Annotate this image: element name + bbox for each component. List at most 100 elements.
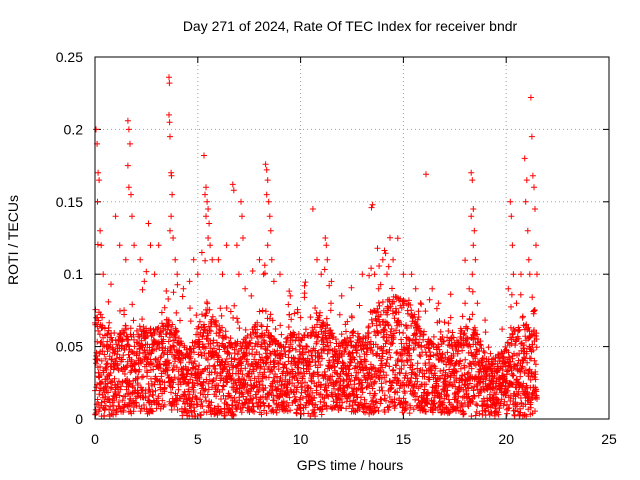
data-point	[470, 387, 477, 394]
data-point	[504, 401, 510, 408]
data-point	[263, 410, 270, 417]
data-point	[450, 334, 457, 341]
data-point	[219, 324, 226, 331]
data-point	[392, 305, 399, 312]
data-point	[278, 331, 285, 338]
data-point	[436, 346, 443, 353]
data-point	[405, 345, 412, 352]
data-point	[373, 322, 380, 329]
data-point	[262, 360, 269, 367]
data-point	[470, 242, 477, 249]
data-point	[198, 412, 204, 419]
data-point	[266, 213, 273, 220]
data-point	[531, 307, 538, 313]
data-point	[264, 347, 271, 354]
data-point	[223, 305, 230, 311]
data-point	[454, 397, 461, 404]
data-point	[388, 339, 395, 346]
data-point	[329, 373, 336, 380]
data-point	[324, 256, 331, 263]
data-point	[359, 389, 366, 396]
data-point	[496, 404, 503, 411]
data-point	[111, 375, 118, 382]
data-point	[413, 336, 420, 343]
data-point	[368, 204, 375, 211]
data-point	[378, 357, 385, 364]
data-point	[532, 376, 539, 383]
data-point	[93, 360, 99, 367]
data-point	[461, 330, 468, 337]
data-point	[206, 306, 213, 313]
data-point	[127, 325, 134, 332]
data-point	[319, 355, 325, 362]
data-point	[386, 363, 393, 370]
data-point	[264, 353, 270, 360]
data-point	[400, 271, 407, 278]
data-point	[384, 338, 390, 345]
data-point	[321, 395, 328, 402]
data-point	[432, 365, 439, 372]
data-point	[435, 383, 442, 390]
data-point	[166, 111, 172, 118]
data-point	[98, 242, 105, 249]
data-point	[525, 324, 532, 331]
data-point	[173, 309, 180, 316]
data-point	[219, 340, 226, 347]
data-point	[356, 302, 363, 309]
data-point	[481, 349, 488, 356]
data-point	[461, 364, 468, 371]
data-point	[407, 302, 414, 308]
data-point	[490, 361, 497, 368]
data-point	[143, 355, 150, 362]
data-point	[412, 396, 419, 403]
data-point	[170, 366, 177, 373]
data-point	[369, 374, 376, 381]
data-point	[516, 326, 523, 333]
data-point	[322, 334, 329, 341]
data-point	[533, 394, 540, 401]
data-point	[172, 355, 179, 362]
data-point	[415, 314, 422, 320]
data-point	[472, 362, 479, 369]
data-point	[379, 387, 386, 394]
data-point	[383, 372, 390, 379]
data-point	[414, 378, 421, 385]
data-point	[429, 285, 436, 292]
data-point	[229, 181, 236, 188]
data-point	[305, 366, 312, 373]
data-point	[170, 235, 177, 241]
data-point	[315, 371, 322, 378]
data-point	[227, 308, 234, 315]
y-tick-label: 0.2	[64, 121, 84, 137]
data-point	[470, 206, 477, 212]
data-point	[307, 385, 314, 392]
data-point	[377, 311, 384, 318]
data-point	[341, 387, 348, 394]
data-point	[170, 379, 177, 386]
data-point	[444, 387, 451, 394]
data-point	[378, 380, 385, 387]
data-point	[274, 359, 281, 366]
data-point	[377, 281, 384, 288]
data-point	[426, 345, 432, 352]
data-point	[348, 359, 354, 366]
data-point	[227, 335, 234, 342]
data-point	[530, 347, 537, 354]
data-point	[225, 361, 232, 368]
data-point	[97, 311, 104, 318]
data-point	[285, 348, 292, 355]
data-point	[225, 349, 232, 356]
data-point	[203, 184, 209, 191]
data-point	[408, 271, 415, 278]
data-point	[381, 327, 388, 334]
data-point	[335, 358, 342, 365]
data-point	[500, 354, 507, 361]
data-point	[324, 350, 331, 357]
data-point	[101, 325, 108, 332]
data-point	[512, 407, 518, 414]
data-point	[203, 409, 210, 416]
data-point	[286, 311, 293, 318]
data-point	[348, 372, 355, 379]
data-point	[171, 374, 178, 381]
data-point	[273, 409, 280, 416]
